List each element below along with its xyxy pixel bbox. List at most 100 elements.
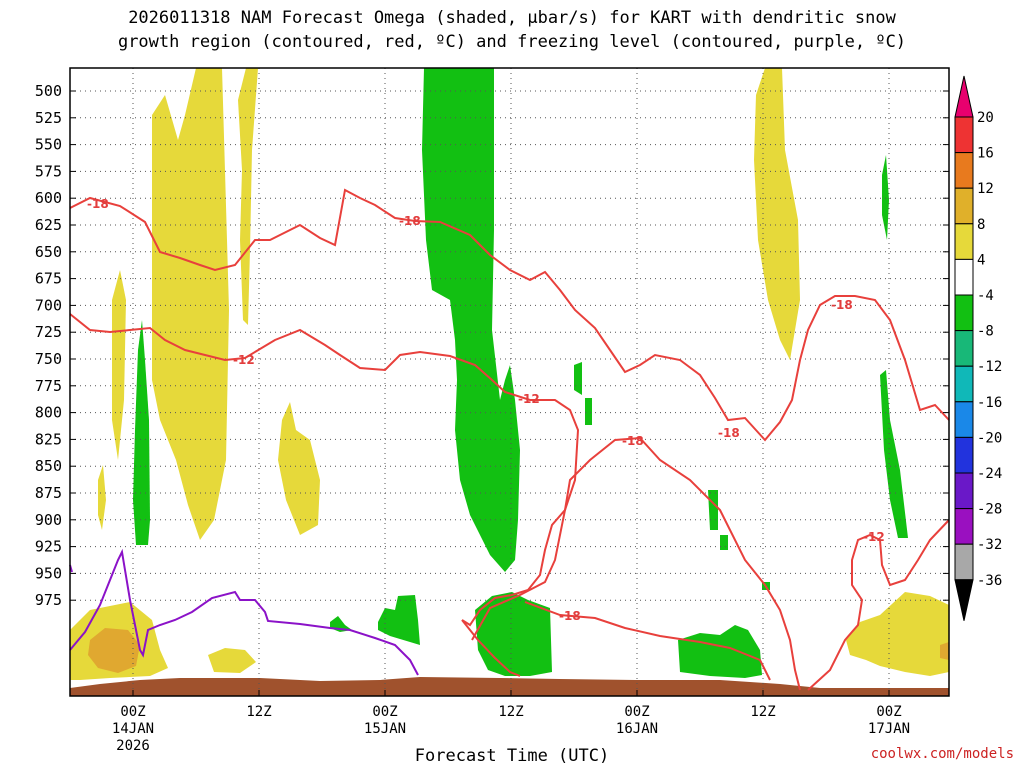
contour-label: -18	[718, 426, 740, 440]
x-tick-label: 00Z	[120, 704, 145, 720]
y-tick-label: 500	[35, 82, 62, 100]
colorbar-segment	[954, 152, 974, 189]
colorbar-bottom-arrow	[954, 579, 974, 621]
y-tick-label: 775	[35, 377, 62, 395]
freezing-level-main	[69, 548, 419, 676]
y-tick-label: 700	[35, 296, 62, 314]
y-tick-label: 525	[35, 109, 62, 127]
y-tick-label: 550	[35, 136, 62, 154]
colorbar-segment	[954, 472, 974, 510]
plot-frame	[69, 67, 950, 697]
pos-region-8	[208, 648, 256, 673]
colorbar-label: -16	[977, 395, 1002, 411]
neg-region-10	[585, 398, 592, 425]
terrain	[70, 677, 949, 696]
contour-label: -18	[622, 434, 644, 448]
colorbar-label: -36	[977, 573, 1002, 589]
colorbar-segment	[954, 116, 974, 154]
neg-region-6	[678, 625, 762, 678]
x-tick-year: 2026	[116, 738, 150, 754]
colorbar-segment	[954, 294, 974, 332]
chart-title-line-2: growth region (contoured, red, ºC) and f…	[117, 32, 907, 52]
colorbar-label: 20	[977, 110, 994, 126]
colorbar-label: -28	[977, 502, 1002, 518]
neg-region-8	[882, 155, 889, 240]
contour-label: -18	[831, 298, 853, 312]
colorbar-label: -12	[977, 359, 1002, 375]
colorbar-top-arrow	[954, 75, 974, 118]
contour-label: -18	[559, 609, 581, 623]
y-tick-label: 925	[35, 538, 62, 556]
colorbar-segment	[954, 365, 974, 403]
dgz-18-upper	[69, 188, 950, 442]
dgz-contours	[69, 188, 950, 691]
colorbar-label: 4	[977, 252, 985, 268]
colorbar-segment	[954, 258, 974, 296]
pos-region-4	[98, 465, 106, 530]
colorbar-segment	[954, 187, 974, 225]
x-tick-label: 00Z	[876, 704, 901, 720]
neg-region-7	[880, 370, 908, 538]
strong-pos-2	[940, 642, 949, 660]
negative-omega-regions	[133, 68, 908, 678]
dgz-18-lower	[461, 619, 521, 677]
x-tick-date: 17JAN	[868, 721, 910, 737]
colorbar-label: -32	[977, 537, 1002, 553]
y-tick-label: 975	[35, 591, 62, 609]
contour-labels: -18 -18 -12 -12 -18 -18 -18 -12 -18	[87, 197, 885, 623]
dgz-18-mid	[471, 436, 801, 691]
colorbar-label: -20	[977, 430, 1002, 446]
colorbar-segment	[954, 401, 974, 438]
colorbar-label: -8	[977, 324, 994, 340]
colorbar-segment	[954, 330, 974, 367]
strong-positive-regions	[88, 628, 949, 673]
pos-region-1	[152, 68, 229, 540]
y-tick-label: 900	[35, 511, 62, 529]
y-axis: 500 525 550 575 600 625 650 675 700 725 750 775 800 8…	[35, 82, 949, 609]
contour-label: -18	[87, 197, 109, 211]
colorbar: 20 16 12 8 4 -4 -8 -12 -16 -20 -24 -28 -32 -36	[954, 75, 1002, 621]
dgz-12-right	[807, 519, 950, 691]
y-tick-label: 650	[35, 243, 62, 261]
contour-label: -12	[863, 530, 885, 544]
x-tick-date: 16JAN	[616, 721, 658, 737]
colorbar-label: -4	[977, 288, 994, 304]
colorbar-label: 12	[977, 181, 994, 197]
y-tick-label: 950	[35, 564, 62, 582]
colorbar-segment	[954, 436, 974, 474]
y-tick-label: 575	[35, 162, 62, 180]
neg-region-3	[475, 592, 552, 676]
pos-region-9	[846, 592, 949, 676]
pos-region-2	[238, 68, 258, 325]
x-tick-label: 12Z	[246, 704, 271, 720]
y-tick-label: 850	[35, 457, 62, 475]
pos-region-6	[754, 68, 800, 360]
contour-label: -12	[233, 353, 255, 367]
colorbar-label: -24	[977, 466, 1002, 482]
dgz-18-bottom	[524, 601, 771, 681]
x-tick-label: 00Z	[372, 704, 397, 720]
neg-region-4	[378, 595, 420, 645]
x-tick-date: 15JAN	[364, 721, 406, 737]
y-tick-label: 800	[35, 404, 62, 422]
y-tick-label: 750	[35, 350, 62, 368]
y-tick-label: 725	[35, 323, 62, 341]
contour-label: -12	[518, 392, 540, 406]
colorbar-segment	[954, 543, 974, 581]
y-tick-label: 825	[35, 430, 62, 448]
x-tick-date: 14JAN	[112, 721, 154, 737]
contour-label: -18	[399, 214, 421, 228]
y-tick-label: 600	[35, 189, 62, 207]
colorbar-label: 16	[977, 146, 994, 162]
neg-region-9	[574, 362, 582, 395]
colorbar-segment	[954, 508, 974, 545]
x-tick-label: 00Z	[624, 704, 649, 720]
x-tick-label: 12Z	[750, 704, 775, 720]
strong-pos-1	[88, 628, 140, 673]
y-tick-label: 675	[35, 270, 62, 288]
neg-region-1	[422, 68, 520, 572]
dgz-12-upper	[69, 313, 580, 627]
y-tick-label: 625	[35, 216, 62, 234]
